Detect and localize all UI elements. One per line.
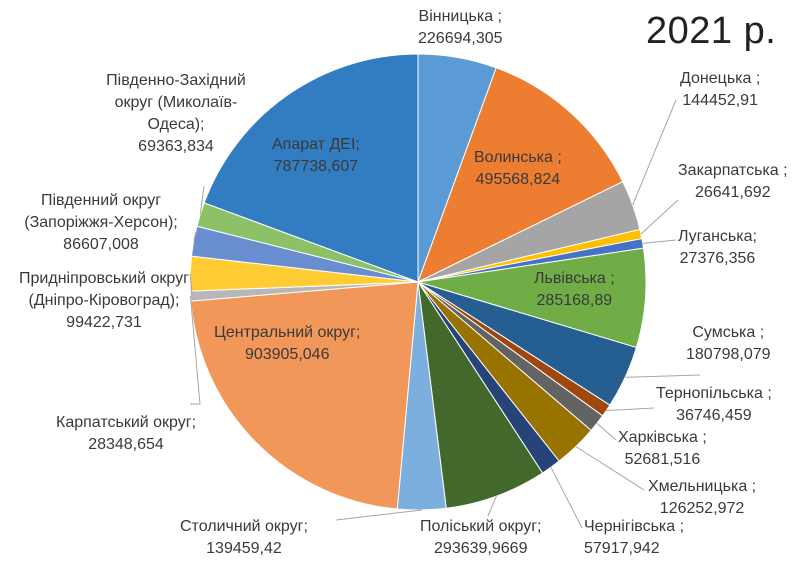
label-name: Центральний округ; [214,324,361,341]
leader-line-pivdenno_zakhidnyi [199,185,205,215]
label-value: 26641,692 [694,184,771,201]
label-volynska: Волинська ; 495568,824 [474,147,562,191]
label-lvivska: Львівська ; 285168,89 [534,268,615,312]
pie-slice-aparat [203,53,419,283]
label-khmelnytska: Хмельницька ; 126252,972 [648,476,756,520]
chart-title: 2021 р. [646,10,777,52]
leader-line-poliskyi [487,495,497,517]
label-value: 28348,654 [88,436,164,453]
label-karpatskyi: Карпатський округ; 28348,654 [56,412,196,456]
leader-line-kharkivska [596,422,617,441]
pie-slice-volynska [417,67,624,283]
label-name: Карпатський округ; [56,414,197,431]
label-name: Поліський округ; [420,518,542,535]
leader-line-luhanska [642,239,677,244]
leader-line-sumska [625,374,701,378]
label-tsentralnyi: Центральний округ; 903905,046 [214,322,360,366]
leader-line-ternopilska [606,407,655,411]
label-name: Столичний округ; [180,518,308,535]
leader-line-prydniprovskyi [189,273,193,295]
label-prydniprovskyi: Придніпровський округ (Дніпро-Кіровоград… [14,268,194,334]
label-value: 86607,008 [63,236,139,253]
label-name: Хмельницька ; [648,478,757,495]
label-kharkivska: Харківська ; 52681,516 [618,427,707,471]
label-aparat: Апарат ДЕІ; 787738,607 [272,134,360,178]
label-value: 139459,42 [206,540,282,557]
label-pivdenno-zakhidnyi: Південно-Західний округ (Миколаїв-Одеса)… [92,70,260,158]
label-value: 144452,91 [682,92,758,109]
leader-line-donetska [632,99,677,206]
label-vinnytska: Вінницька ; 226694,305 [418,6,503,50]
label-value: 126252,972 [659,500,745,517]
label-name: Південний округ (Запоріжжя-Херсон); [24,192,178,231]
label-name: Тернопільська ; [656,385,772,402]
label-value: 787738,607 [273,158,359,175]
label-value: 69363,834 [138,138,214,155]
leader-line-stolychnyi [335,509,422,521]
label-name: Закарпатська ; [678,162,788,179]
label-value: 27376,356 [679,250,756,267]
label-name: Волинська ; [474,149,562,166]
label-name: Південно-Західний округ (Миколаїв-Одеса)… [106,72,246,133]
pie-slice-poliskyi [417,281,544,509]
leader-line-zakarpatska [640,199,679,235]
label-name: Апарат ДЕІ; [272,136,360,153]
label-ternopilska: Тернопільська ; 36746,459 [656,383,772,427]
label-stolychnyi: Столичний округ; 139459,42 [180,516,308,560]
label-name: Луганська; [678,228,757,245]
label-donetska: Донецька ; 144452,91 [680,68,760,112]
label-pivdennyi: Південний округ (Запоріжжя-Херсон); 8660… [6,190,196,256]
label-name: Придніпровський округ (Дніпро-Кіровоград… [19,270,189,309]
label-name: Сумська ; [692,324,765,341]
label-value: 180798,079 [686,346,771,363]
label-luhanska: Луганська; 27376,356 [678,226,757,270]
label-value: 52681,516 [624,451,701,468]
pie-slice-tsentralnyi [190,281,419,510]
label-poliskyi: Поліський округ; 293639,9669 [420,516,542,560]
label-name: Львівська ; [534,270,615,287]
leader-line-pivdennyi [193,231,197,242]
label-chernihivska: Чернігівська ; 57917,942 [584,516,704,560]
label-zakarpatska: Закарпатська ; 26641,692 [678,160,788,204]
label-sumska: Сумська ; 180798,079 [686,322,771,366]
label-name: Чернігівська ; [584,518,685,535]
label-value: 226694,305 [418,30,503,47]
label-value: 495568,824 [475,171,561,188]
leader-line-chernihivska [550,466,583,529]
label-name: Донецька ; [680,70,761,87]
label-value: 36746,459 [676,407,752,424]
leader-line-khmelnytska [575,446,645,491]
label-value: 293639,9669 [434,540,528,557]
label-value: 99422,731 [66,314,142,331]
label-value: 903905,046 [244,346,330,363]
label-name: Вінницька ; [418,8,502,25]
label-name: Харківська ; [618,429,707,446]
leader-line-karpatskyi [189,296,201,405]
label-value: 57917,942 [584,540,660,557]
label-value: 285168,89 [536,292,613,309]
